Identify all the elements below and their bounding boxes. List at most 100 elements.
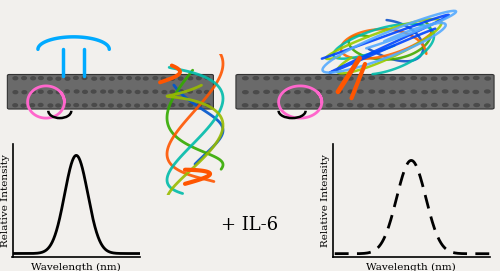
Circle shape bbox=[432, 90, 437, 93]
Circle shape bbox=[170, 104, 175, 107]
Circle shape bbox=[400, 91, 405, 93]
Circle shape bbox=[242, 91, 248, 94]
Circle shape bbox=[144, 104, 149, 107]
Circle shape bbox=[153, 90, 158, 93]
Circle shape bbox=[110, 77, 114, 80]
Circle shape bbox=[100, 104, 104, 107]
Circle shape bbox=[254, 91, 259, 94]
Circle shape bbox=[295, 91, 300, 93]
Circle shape bbox=[92, 90, 96, 93]
Circle shape bbox=[358, 104, 363, 107]
Circle shape bbox=[136, 77, 140, 80]
Circle shape bbox=[205, 76, 210, 79]
Circle shape bbox=[390, 77, 396, 80]
Circle shape bbox=[284, 77, 290, 80]
Circle shape bbox=[196, 91, 202, 93]
Circle shape bbox=[30, 91, 36, 93]
Circle shape bbox=[358, 90, 363, 93]
Circle shape bbox=[242, 104, 248, 107]
Circle shape bbox=[326, 104, 332, 107]
Circle shape bbox=[48, 77, 52, 80]
Circle shape bbox=[263, 104, 268, 107]
Circle shape bbox=[204, 91, 209, 93]
Circle shape bbox=[389, 104, 394, 107]
Circle shape bbox=[30, 104, 34, 107]
Circle shape bbox=[264, 91, 270, 93]
Circle shape bbox=[432, 104, 437, 107]
Circle shape bbox=[368, 104, 374, 107]
Circle shape bbox=[13, 77, 18, 80]
Circle shape bbox=[421, 77, 426, 80]
Circle shape bbox=[348, 104, 352, 107]
Circle shape bbox=[474, 76, 479, 79]
Circle shape bbox=[285, 104, 290, 107]
Circle shape bbox=[196, 77, 201, 80]
Circle shape bbox=[188, 90, 192, 93]
Circle shape bbox=[82, 91, 87, 93]
Text: + IL-6: + IL-6 bbox=[222, 216, 278, 234]
Circle shape bbox=[484, 104, 490, 107]
Circle shape bbox=[74, 104, 78, 107]
Circle shape bbox=[64, 90, 70, 93]
Circle shape bbox=[242, 77, 248, 80]
Circle shape bbox=[144, 91, 148, 93]
Circle shape bbox=[100, 77, 105, 80]
Circle shape bbox=[74, 76, 78, 79]
Circle shape bbox=[38, 104, 43, 107]
Circle shape bbox=[162, 77, 166, 80]
Circle shape bbox=[179, 90, 184, 93]
Circle shape bbox=[306, 104, 312, 107]
Circle shape bbox=[294, 77, 300, 80]
Circle shape bbox=[82, 104, 87, 107]
Y-axis label: Relative Intensity: Relative Intensity bbox=[0, 154, 10, 247]
Circle shape bbox=[31, 77, 36, 80]
Circle shape bbox=[464, 91, 469, 93]
X-axis label: Wavelength (nm): Wavelength (nm) bbox=[32, 263, 121, 271]
FancyBboxPatch shape bbox=[236, 75, 494, 109]
Circle shape bbox=[338, 77, 343, 80]
Circle shape bbox=[316, 90, 322, 93]
Circle shape bbox=[252, 104, 258, 107]
Circle shape bbox=[108, 104, 113, 107]
Circle shape bbox=[13, 104, 18, 107]
FancyBboxPatch shape bbox=[8, 75, 214, 109]
Circle shape bbox=[422, 91, 428, 93]
Circle shape bbox=[411, 90, 416, 93]
Circle shape bbox=[326, 91, 332, 93]
Circle shape bbox=[66, 104, 70, 107]
Circle shape bbox=[326, 76, 332, 79]
Circle shape bbox=[264, 77, 270, 80]
Circle shape bbox=[316, 76, 321, 79]
Circle shape bbox=[369, 76, 374, 79]
Circle shape bbox=[379, 90, 384, 93]
Circle shape bbox=[92, 77, 96, 80]
Circle shape bbox=[253, 77, 258, 80]
Circle shape bbox=[432, 77, 437, 80]
X-axis label: Wavelength (nm): Wavelength (nm) bbox=[366, 263, 456, 271]
Circle shape bbox=[108, 90, 113, 93]
Circle shape bbox=[22, 91, 26, 94]
Circle shape bbox=[474, 104, 480, 107]
Circle shape bbox=[485, 77, 490, 80]
Circle shape bbox=[56, 77, 60, 80]
Circle shape bbox=[400, 77, 405, 80]
Circle shape bbox=[152, 104, 158, 107]
Circle shape bbox=[188, 104, 192, 107]
Circle shape bbox=[273, 104, 278, 107]
Circle shape bbox=[188, 77, 192, 80]
Circle shape bbox=[48, 104, 52, 107]
Circle shape bbox=[118, 104, 122, 107]
Circle shape bbox=[390, 91, 395, 93]
Circle shape bbox=[410, 104, 416, 107]
Circle shape bbox=[348, 77, 353, 80]
Circle shape bbox=[153, 77, 158, 79]
Circle shape bbox=[178, 77, 183, 80]
Circle shape bbox=[48, 91, 52, 93]
Circle shape bbox=[135, 104, 140, 107]
Circle shape bbox=[274, 76, 279, 79]
Circle shape bbox=[179, 104, 184, 107]
Circle shape bbox=[284, 91, 290, 93]
Circle shape bbox=[442, 104, 448, 107]
Circle shape bbox=[170, 77, 174, 80]
Circle shape bbox=[126, 104, 130, 107]
